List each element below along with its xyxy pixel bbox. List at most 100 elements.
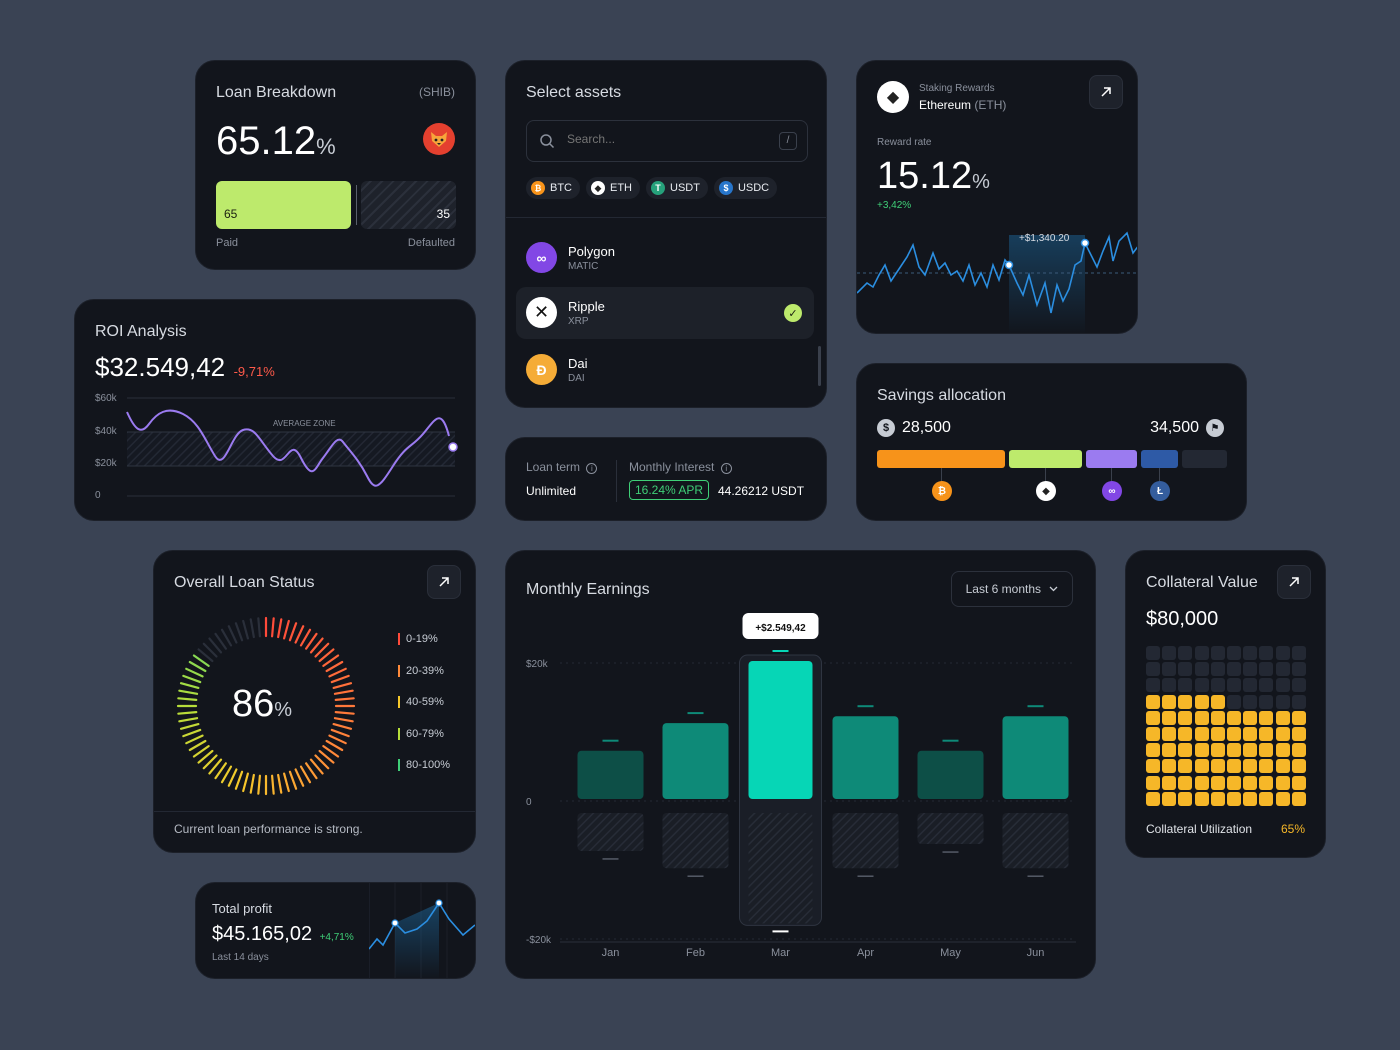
- bar-positive[interactable]: [748, 661, 813, 799]
- gauge-tick: [328, 667, 347, 678]
- waffle-cell: [1227, 710, 1241, 725]
- scrollbar[interactable]: [818, 346, 821, 386]
- loan-status-footer: Current loan performance is strong.: [174, 822, 363, 836]
- gauge-tick: [179, 682, 200, 689]
- waffle-cell: [1178, 646, 1193, 660]
- waffle-cell: [1243, 727, 1258, 741]
- bar-positive[interactable]: [577, 750, 644, 799]
- roi-value-row: $32.549,42 -9,71%: [95, 352, 275, 383]
- range-select[interactable]: Last 6 months: [950, 571, 1073, 607]
- expand-button[interactable]: [1277, 565, 1311, 599]
- waffle-cell: [1259, 710, 1274, 725]
- bar-negative[interactable]: [577, 813, 644, 851]
- gauge-tick: [271, 774, 275, 795]
- waffle-cell: [1259, 662, 1274, 677]
- loan-term-value: Unlimited: [526, 484, 577, 498]
- ethereum-icon: ◆: [1036, 481, 1056, 501]
- rate-label: Reward rate: [877, 137, 932, 148]
- bar-negative[interactable]: [748, 813, 813, 924]
- asset-name: Dai: [568, 356, 588, 371]
- waffle-cell: [1275, 791, 1290, 806]
- gauge-tick: [283, 619, 290, 640]
- bar-positive[interactable]: [832, 716, 899, 799]
- savings-left: $ 28,500: [877, 419, 951, 437]
- x-tick-label: Feb: [686, 947, 705, 959]
- gauge-tick: [314, 642, 330, 658]
- asset-ticker: MATIC: [568, 261, 599, 272]
- waffle-cell: [1194, 727, 1209, 741]
- waffle-cell: [1275, 694, 1290, 709]
- waffle-cell: [1162, 791, 1177, 806]
- chip-btc[interactable]: ₿ BTC: [526, 177, 580, 199]
- bar-negative[interactable]: [832, 813, 899, 869]
- waffle-cell: [1291, 759, 1306, 774]
- search-input[interactable]: [567, 132, 767, 146]
- gauge-tick: [332, 723, 353, 730]
- info-icon[interactable]: i: [720, 463, 732, 474]
- list-item[interactable]: Đ Dai DAI: [516, 343, 814, 395]
- gauge-tick: [283, 772, 290, 793]
- waffle-cell: [1259, 646, 1274, 660]
- gauge-tick: [305, 762, 318, 780]
- roi-value: $32.549,42: [95, 352, 226, 382]
- legend-item: 0-19%: [398, 633, 450, 665]
- waffle-cell: [1259, 743, 1274, 758]
- gauge-tick: [328, 734, 347, 745]
- waffle-cell: [1178, 710, 1193, 725]
- gauge-tick: [288, 622, 298, 642]
- usdc-icon: $: [718, 181, 733, 195]
- waffle-cell: [1194, 710, 1209, 725]
- tether-icon: T: [651, 181, 665, 195]
- waffle-cell: [1210, 662, 1225, 677]
- waffle-cell: [1162, 662, 1177, 677]
- waffle-cell: [1227, 743, 1241, 758]
- waffle-cell: [1291, 743, 1306, 758]
- waffle-cell: [1194, 743, 1209, 758]
- waffle-cell: [1162, 646, 1177, 660]
- chip-eth[interactable]: ◆ ETH: [586, 177, 640, 199]
- expand-button[interactable]: [1089, 75, 1123, 109]
- waffle-cell: [1194, 791, 1209, 806]
- chip-usdt[interactable]: T USDT: [646, 177, 708, 199]
- info-icon[interactable]: i: [586, 463, 598, 474]
- staking-line-chart: +$1,340.20: [857, 231, 1137, 333]
- total-profit-card: Total profit $45.165,02 +4,71% Last 14 d…: [195, 882, 476, 979]
- earnings-tooltip: [742, 613, 819, 639]
- vertical-divider: [616, 460, 617, 502]
- asset-list: ∞ Polygon MATIC ✕ Ripple XRP ✓ Đ Dai DAI: [516, 231, 814, 395]
- select-assets-title: Select assets: [526, 84, 622, 101]
- gauge-tick: [294, 625, 305, 644]
- gauge-tick: [332, 682, 353, 689]
- waffle-cell: [1146, 662, 1160, 677]
- bar-positive[interactable]: [662, 723, 729, 799]
- list-item-selected[interactable]: ✕ Ripple XRP ✓: [516, 287, 814, 339]
- expand-button[interactable]: [427, 565, 461, 599]
- bar-negative[interactable]: [1002, 813, 1069, 869]
- list-item[interactable]: ∞ Polygon MATIC: [516, 231, 814, 283]
- y-tick-label: $20k: [526, 659, 549, 670]
- bar-negative[interactable]: [662, 813, 729, 869]
- profit-sparkline: [369, 883, 475, 978]
- bar-positive[interactable]: [1002, 716, 1069, 799]
- chip-usdc[interactable]: $ USDC: [713, 177, 778, 199]
- segment-empty: [1182, 450, 1227, 468]
- x-tick-label: May: [940, 947, 961, 959]
- gauge-tick: [192, 654, 210, 667]
- bar-positive[interactable]: [917, 750, 984, 799]
- gauge-tick: [202, 754, 218, 770]
- waffle-cell: [1178, 694, 1193, 709]
- waffle-cell: [1243, 710, 1258, 725]
- waffle-cell: [1178, 759, 1193, 774]
- bar-negative[interactable]: [917, 813, 984, 845]
- defaulted-bar: 35: [361, 181, 456, 229]
- loan-status-card: Overall Loan Status 86% 0-19% 20-39% 40-…: [153, 550, 476, 853]
- interest-value: 44.26212 USDT: [718, 484, 805, 498]
- roi-line: [126, 409, 450, 487]
- waffle-cell: [1162, 759, 1177, 774]
- gauge-tick: [299, 628, 312, 647]
- y-tick-label: $20k: [95, 458, 118, 469]
- allocation-bar: [877, 450, 1227, 468]
- footer-divider: [154, 811, 475, 812]
- gauge-tick: [334, 711, 355, 715]
- search-box[interactable]: /: [526, 120, 808, 162]
